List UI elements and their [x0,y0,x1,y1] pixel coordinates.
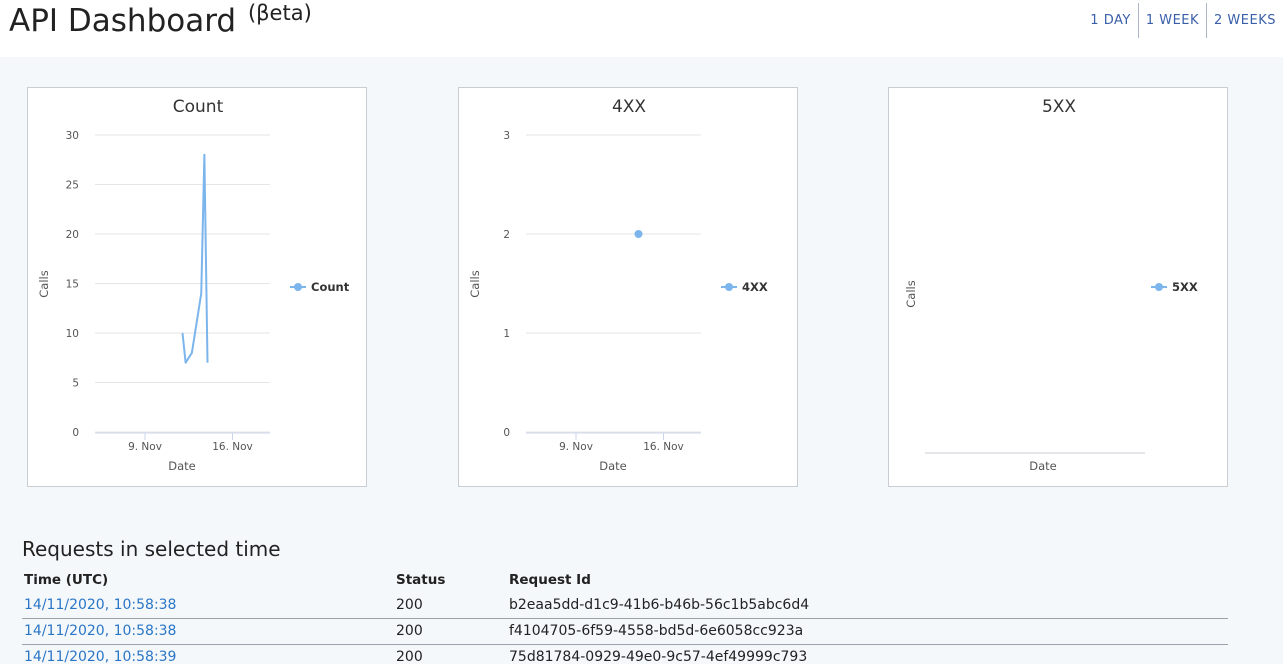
x-tick-label: 9. Nov [559,441,593,453]
page-title-text: API Dashboard [9,3,237,39]
y-tick-label: 30 [66,130,79,142]
chart-4xx: 4XX Date 4XX Calls 0 1 2 3 9. Nov 16. Nov [468,97,768,473]
x-axis-label: Date [599,459,627,473]
time-cell: 14/11/2020, 10:58:38 [22,618,394,645]
table-row: 14/11/2020, 10:58:38 200 f4104705-6f59-4… [22,618,1228,645]
legend-label: 4XX [742,280,768,294]
time-cell: 14/11/2020, 10:58:38 [22,592,394,619]
requests-section-title: Requests in selected time [22,537,281,561]
requests-table: Time (UTC) Status Request Id 14/11/2020,… [22,568,1228,664]
y-tick-label: 10 [66,328,79,340]
chart-title: 4XX [612,97,646,117]
y-tick-label: 25 [66,180,79,192]
chart-5xx: 5XX Date 5XX Calls [904,97,1198,473]
time-range-selector: 1 DAY 1 WEEK 2 WEEKS [1083,3,1283,38]
column-header-request-id: Request Id [509,572,591,588]
y-tick-label: 3 [503,130,510,142]
legend-marker [725,283,733,291]
y-tick-label: 15 [66,279,79,291]
y-tick-label: 5 [72,378,79,390]
x-tick-label: 16. Nov [212,441,253,453]
page-title: API Dashboard (βeta) [9,1,312,39]
legend-label: Count [311,280,350,294]
table-row: 14/11/2020, 10:58:38 200 b2eaa5dd-d1c9-4… [22,592,1228,619]
y-tick-label: 0 [503,427,510,439]
x-axis-label: Date [168,459,196,473]
request-time-link[interactable]: 14/11/2020, 10:58:38 [24,623,177,639]
y-axis-label: Calls [904,280,918,307]
chart-4xx-panel: 4XX Date 4XX Calls 0 1 2 3 9. Nov 16. Nov [458,87,798,487]
chart-title: Count [173,97,224,117]
y-tick-label: 0 [72,427,79,439]
y-tick-label: 20 [66,229,79,241]
request-id-cell: 75d81784-0929-49e0-9c57-4ef49999c793 [509,649,808,664]
status-cell: 200 [396,649,423,664]
status-cell: 200 [394,592,507,619]
legend-label: 5XX [1172,280,1198,294]
series-line [181,153,209,364]
table-row: 14/11/2020, 10:58:39 200 75d81784-0929-4… [22,644,1228,664]
y-axis-label: Calls [468,270,482,297]
x-axis-label: Date [1029,459,1057,473]
time-cell: 14/11/2020, 10:58:39 [22,644,394,664]
column-header-status: Status [396,572,446,588]
header-bar: API Dashboard (βeta) 1 DAY 1 WEEK 2 WEEK… [0,0,1283,57]
range-1-week-button[interactable]: 1 WEEK [1137,3,1206,38]
legend-marker [1155,283,1163,291]
chart-count-panel: Count Date Count Calls 0 5 10 15 20 25 30 9. Nov 16.… [27,87,367,487]
request-id-cell: b2eaa5dd-d1c9-41b6-b46b-56c1b5abc6d4 [507,592,1228,619]
column-header-time: Time (UTC) [24,572,109,588]
request-id-cell: f4104705-6f59-4558-bd5d-6e6058cc923a [507,618,1228,645]
request-time-link[interactable]: 14/11/2020, 10:58:39 [24,649,177,664]
request-time-link[interactable]: 14/11/2020, 10:58:38 [24,596,177,613]
chart-title: 5XX [1042,97,1076,117]
x-tick-label: 16. Nov [643,441,684,453]
status-cell: 200 [394,618,507,645]
chart-5xx-panel: 5XX Date 5XX Calls [888,87,1228,487]
range-2-weeks-button[interactable]: 2 WEEKS [1206,3,1283,38]
table-header-row: Time (UTC) Status Request Id [22,568,1228,592]
y-tick-label: 2 [503,229,510,241]
chart-count: Count Date Count Calls 0 5 10 15 20 25 30 9. Nov 16.… [37,97,350,473]
range-1-day-button[interactable]: 1 DAY [1083,3,1138,38]
y-axis-label: Calls [37,270,51,297]
beta-label: (βeta) [247,1,312,25]
data-point [634,230,643,238]
legend-marker [294,283,302,291]
x-tick-label: 9. Nov [128,441,162,453]
y-tick-label: 1 [503,328,510,340]
